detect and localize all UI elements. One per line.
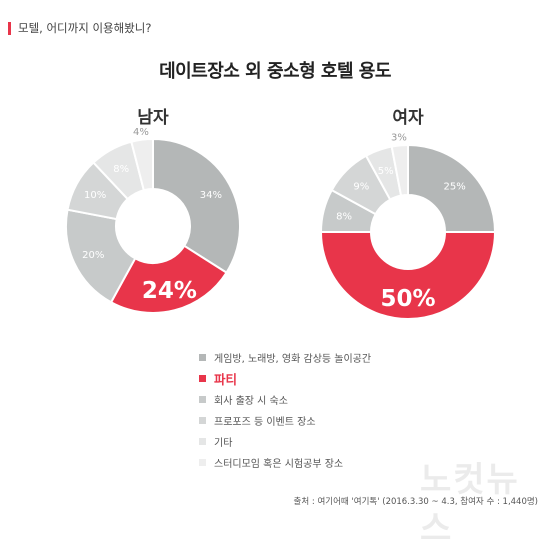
slice-label: 9% [353,181,369,192]
legend-label: 스터디모임 혹은 시험공부 장소 [214,459,344,470]
slice-label: 20% [82,250,104,261]
slice-label: 8% [113,164,129,175]
donut-title: 여자 [392,108,424,128]
legend-item: 스터디모임 혹은 시험공부 장소 [199,452,371,473]
header-bar: 모텔, 어디까지 이용해봤니? [8,21,151,35]
slice-label: 24% [142,278,197,304]
legend-item: 파티 [199,368,371,389]
donut-slice [407,143,497,233]
legend-swatch [199,417,206,424]
legend-swatch [199,354,206,361]
slice-label: 34% [200,190,222,201]
donut-title: 남자 [137,108,169,128]
donut-chart-1: 남자 34% 24% 20% 10% 8% 4% [65,108,241,314]
legend-label: 파티 [214,372,238,387]
slice-label: 3% [391,132,407,143]
donut-chart-2: 여자 25% 50% 8% 9% 5% 3% [319,108,497,320]
legend-item: 게임방, 노래방, 영화 감상등 놀이공간 [199,347,371,368]
donut-slice [390,143,409,197]
legend-label: 기타 [214,438,233,449]
donut-slice [152,137,241,274]
legend-label: 게임방, 노래방, 영화 감상등 놀이공간 [214,354,372,365]
slice-label: 4% [133,127,149,138]
slice-label: 25% [444,181,466,192]
donut-slice [109,244,228,314]
legend-item: 프로포즈 등 이벤트 장소 [199,410,371,431]
slice-label: 10% [84,190,106,201]
legend-label: 프로포즈 등 이벤트 장소 [214,417,316,428]
slice-label: 5% [378,166,394,177]
source-note: 출처 : 여기어때 '여기톡' (2016.3.30 ~ 4.3, 참여자 수 … [293,497,538,507]
legend-swatch [199,459,206,466]
legend-swatch [199,396,206,403]
legend-swatch [199,438,206,445]
legend-label: 회사 출장 시 숙소 [214,396,288,407]
donut-charts: 남자 34% 24% 20% 10% 8% 4% 여자 25% 50% 8% 9% 5% 3% [65,108,497,320]
page-subtitle: 모텔, 어디까지 이용해봤니? [18,21,152,35]
slice-label: 50% [380,286,435,312]
donut-slice [319,231,497,320]
legend-item: 회사 출장 시 숙소 [199,389,371,410]
accent-marker [8,21,11,35]
slice-label: 8% [336,212,352,223]
legend-swatch [199,375,206,382]
legend-item: 기타 [199,431,371,452]
chart-title: 데이트장소 외 중소형 호텔 용도 [159,61,391,82]
donut-slice [65,208,137,304]
donut-slice [130,137,154,192]
